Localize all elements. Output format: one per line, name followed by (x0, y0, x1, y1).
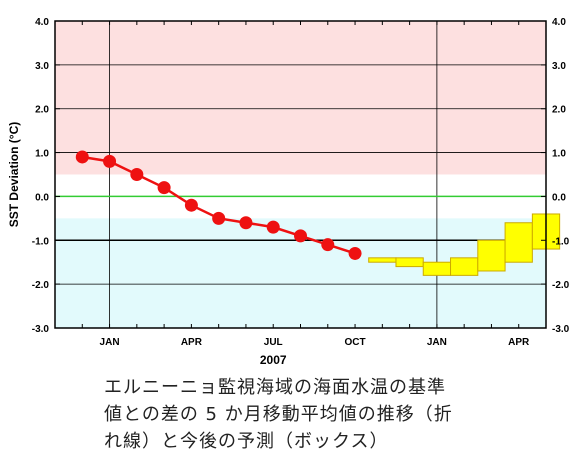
y-tick-label-right: -3.0 (552, 324, 570, 335)
y-tick-label-left: 2.0 (35, 105, 49, 116)
observed-point (212, 211, 226, 225)
y-tick-label-right: 0.0 (552, 192, 566, 203)
y-tick-label-left: 1.0 (35, 149, 49, 160)
y-tick-label-right: -1.0 (552, 236, 570, 247)
forecast-box (395, 257, 424, 268)
forecast-boxes (368, 213, 561, 276)
observed-point (321, 238, 335, 252)
x-axis: JAN APR JUL OCT JAN APR (81, 21, 530, 348)
y-tick-label-left: -1.0 (32, 236, 50, 247)
observed-series (75, 150, 362, 260)
forecast-box (368, 257, 397, 263)
observed-point (239, 216, 253, 230)
sst-deviation-chart: 4.0 3.0 2.0 1.0 0.0 -1.0 -2.0 -3.0 4.0 3.0 2.0 1.0… (7, 17, 570, 367)
x-tick-label: APR (508, 337, 530, 348)
year-label: 2007 (260, 353, 287, 367)
y-tick-label-left: -2.0 (32, 280, 50, 291)
y-tick-label-left: -3.0 (32, 324, 50, 335)
caption-line-3: れ線）と今後の予測（ボックス） (104, 431, 389, 452)
observed-point (348, 246, 362, 260)
forecast-box (477, 239, 506, 272)
x-tick-label: OCT (345, 337, 366, 348)
observed-point (103, 154, 117, 168)
anomaly-bands (55, 21, 546, 328)
caption-line-2: 値との差の 5 か月移動平均値の推移（折 (104, 404, 453, 425)
y-tick-label-left: 0.0 (35, 192, 49, 203)
y-tick-label-right: 1.0 (552, 149, 566, 160)
y-axis-right: 4.0 3.0 2.0 1.0 0.0 -1.0 -2.0 -3.0 (541, 17, 570, 335)
el-nino-band (55, 21, 546, 175)
forecast-box (450, 257, 479, 276)
caption-line-1: エルニーニョ監視海域の海面水温の基準 (104, 377, 446, 398)
y-axis-left: 4.0 3.0 2.0 1.0 0.0 -1.0 -2.0 -3.0 (32, 17, 60, 335)
y-tick-label-right: 4.0 (552, 17, 566, 28)
y-tick-label-left: 3.0 (35, 61, 49, 72)
y-tick-label-left: 4.0 (35, 17, 49, 28)
y-tick-label-right: 2.0 (552, 105, 566, 116)
forecast-box (504, 222, 533, 263)
observed-point (157, 181, 171, 195)
chart-caption: エルニーニョ監視海域の海面水温の基準 値との差の 5 か月移動平均値の推移（折 … (104, 374, 504, 455)
x-tick-label: JAN (427, 337, 447, 348)
observed-point (75, 150, 89, 164)
x-tick-label: JAN (100, 337, 120, 348)
observed-point (130, 168, 144, 181)
observed-point (294, 229, 307, 243)
observed-point (266, 220, 280, 234)
x-tick-label: JUL (264, 337, 283, 348)
y-axis-label: SST Deviation (°C) (7, 122, 21, 227)
y-tick-label-right: -2.0 (552, 280, 570, 291)
forecast-box (422, 261, 452, 276)
y-tick-label-right: 3.0 (552, 61, 566, 72)
observed-point (184, 198, 198, 212)
x-tick-label: APR (181, 337, 203, 348)
